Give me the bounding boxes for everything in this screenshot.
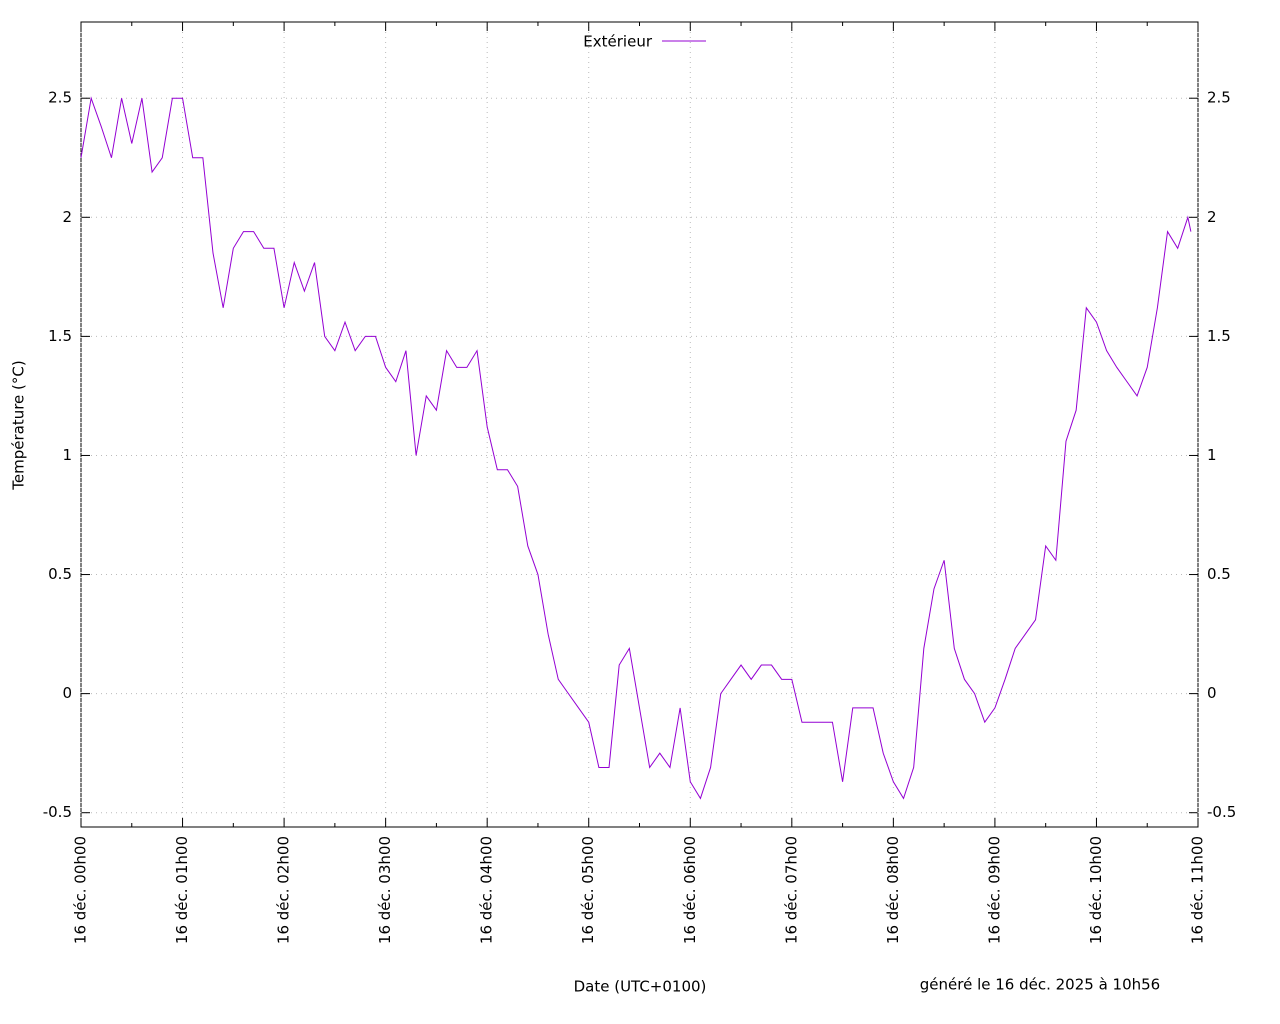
- y2-tick-label: 0: [1207, 684, 1217, 702]
- x-tick-label: 16 déc. 04h00: [478, 836, 496, 944]
- y-tick-label: 0.5: [48, 565, 72, 583]
- x-tick-label: 16 déc. 07h00: [782, 836, 800, 944]
- annotation: généré le 16 déc. 2025 à 10h56: [920, 976, 1160, 994]
- y-axis-label: Température (°C): [10, 360, 28, 490]
- x-tick-label: 16 déc. 09h00: [985, 836, 1003, 944]
- y2-tick-label: 1.5: [1207, 327, 1231, 345]
- y2-tick-label: -0.5: [1207, 803, 1236, 821]
- line-series: [80, 96, 1192, 800]
- y2-tick-label: 0.5: [1207, 565, 1231, 583]
- x-tick-label: 16 déc. 08h00: [884, 836, 902, 944]
- x-tick-label: 16 déc. 06h00: [681, 836, 699, 944]
- y2-tick-label: 2: [1207, 208, 1217, 226]
- x-tick-label: 16 déc. 11h00: [1189, 836, 1207, 944]
- y-tick-label: 0: [62, 684, 72, 702]
- y2-tick-label: 1: [1207, 446, 1217, 464]
- x-tick-label: 16 déc. 00h00: [72, 836, 90, 944]
- x-tick-label: 16 déc. 05h00: [579, 836, 597, 944]
- x-tick-label: 16 déc. 10h00: [1087, 836, 1105, 944]
- x-axis-label: Date (UTC+0100): [574, 978, 707, 996]
- y-tick-label: 2: [62, 208, 72, 226]
- legend-label: Extérieur: [583, 33, 653, 51]
- y-tick-label: 1.5: [48, 327, 72, 345]
- x-tick-label: 16 déc. 02h00: [275, 836, 293, 944]
- y-tick-label: -0.5: [43, 803, 72, 821]
- y2-tick-label: 2.5: [1207, 89, 1231, 107]
- y-tick-label: 1: [62, 446, 72, 464]
- y-tick-label: 2.5: [48, 89, 72, 107]
- x-tick-label: 16 déc. 03h00: [376, 836, 394, 944]
- x-tick-label: 16 déc. 01h00: [173, 836, 191, 944]
